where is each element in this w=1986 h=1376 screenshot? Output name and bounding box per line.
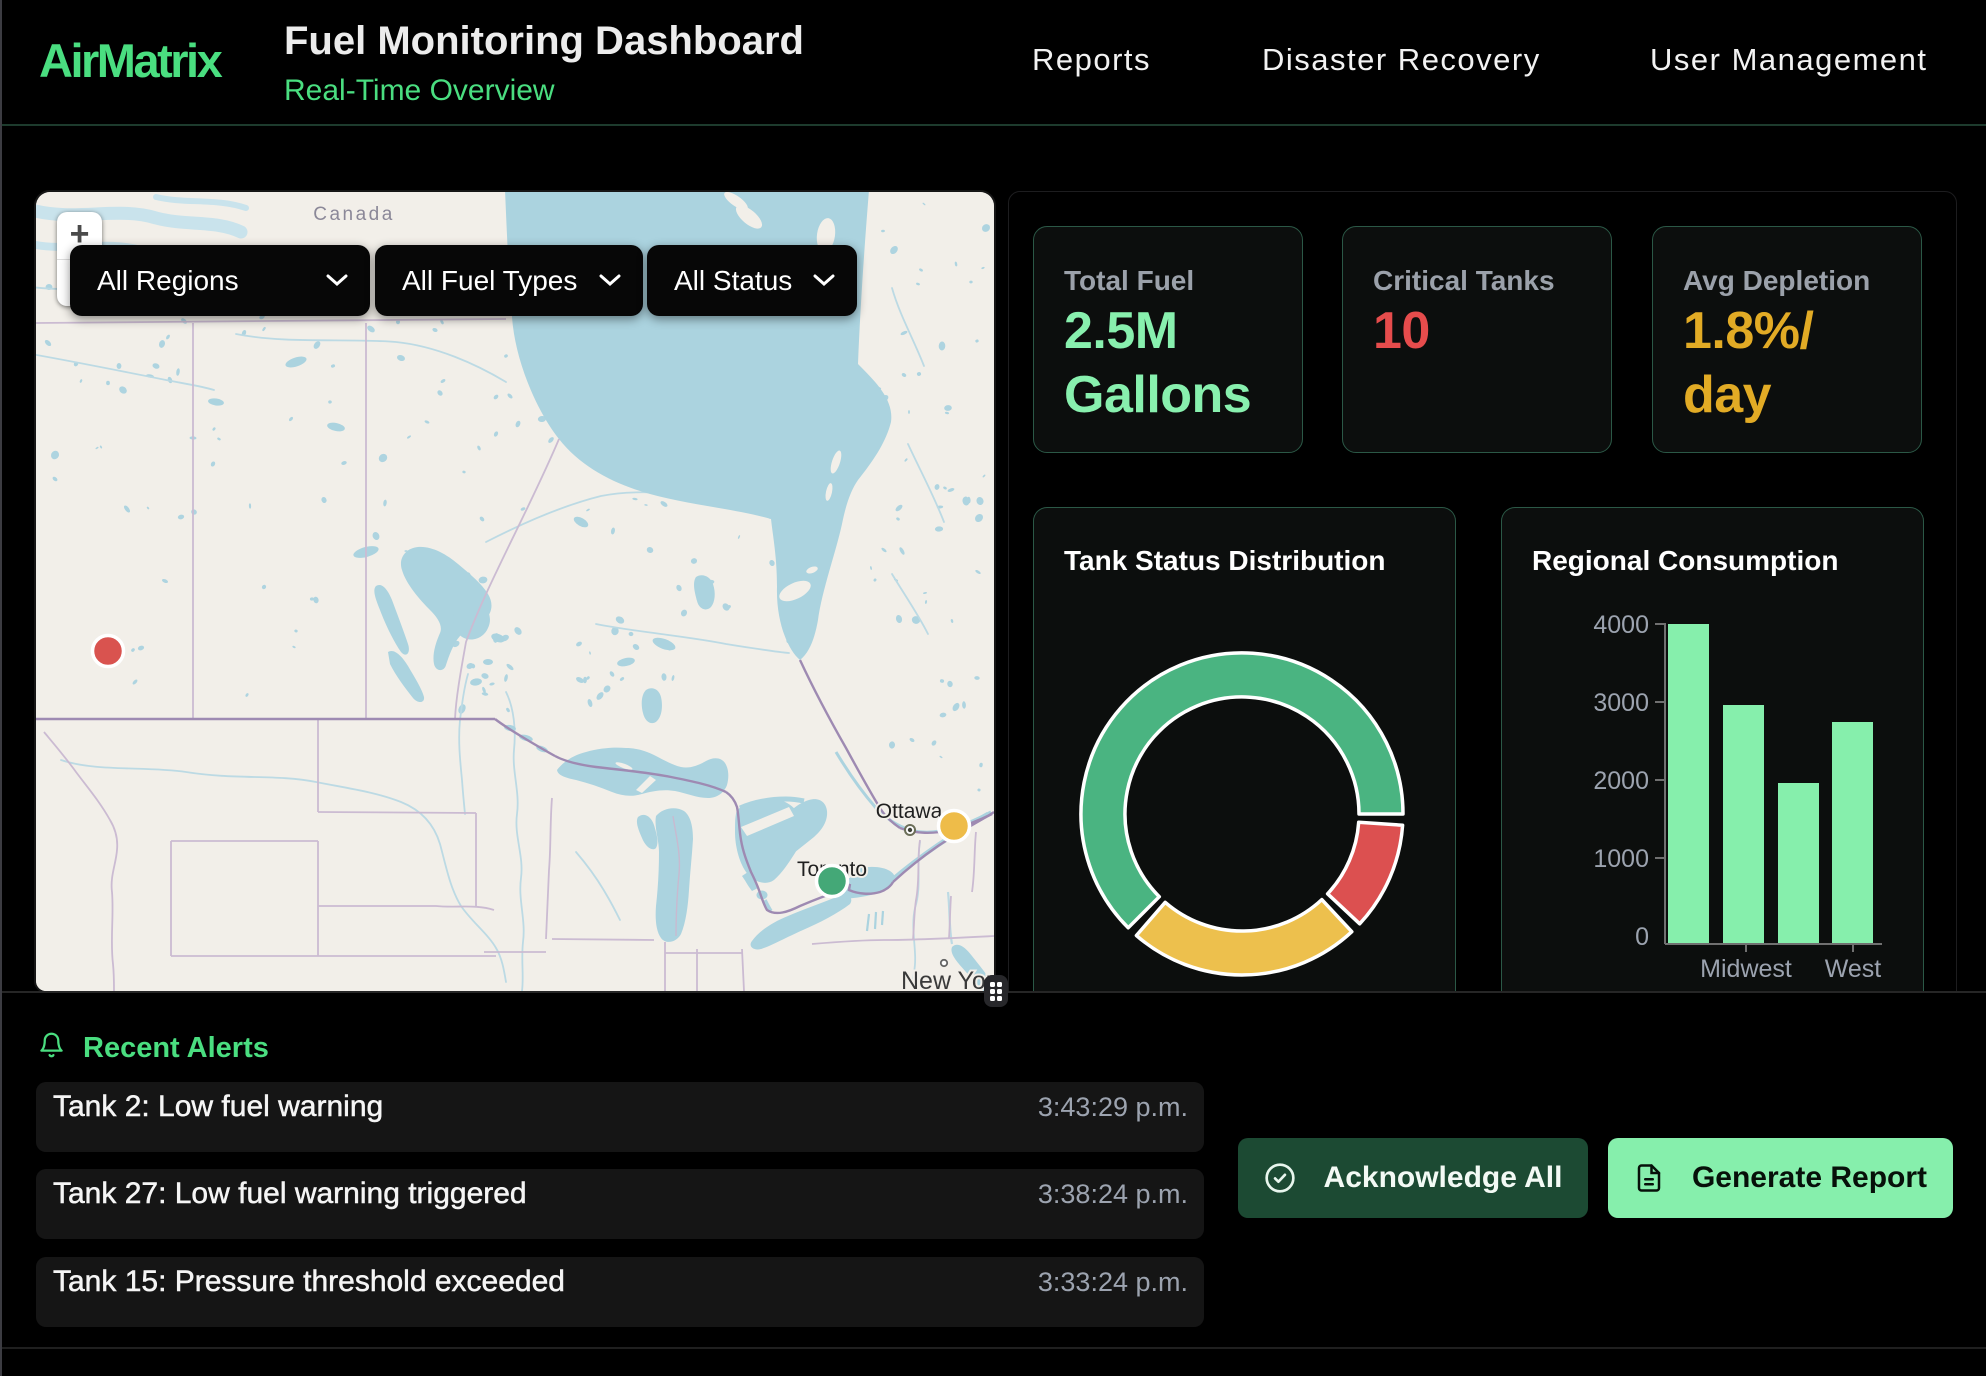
svg-text:Ottawa: Ottawa <box>876 800 943 823</box>
svg-text:Canada: Canada <box>313 204 395 225</box>
svg-text:3000: 3000 <box>1593 689 1649 717</box>
svg-text:Midwest: Midwest <box>1700 955 1792 983</box>
svg-text:0: 0 <box>1635 923 1649 951</box>
svg-text:New York: New York <box>901 967 994 991</box>
svg-text:1000: 1000 <box>1593 845 1649 873</box>
svg-text:West: West <box>1825 955 1882 983</box>
svg-text:4000: 4000 <box>1593 611 1649 639</box>
svg-text:2000: 2000 <box>1593 767 1649 795</box>
